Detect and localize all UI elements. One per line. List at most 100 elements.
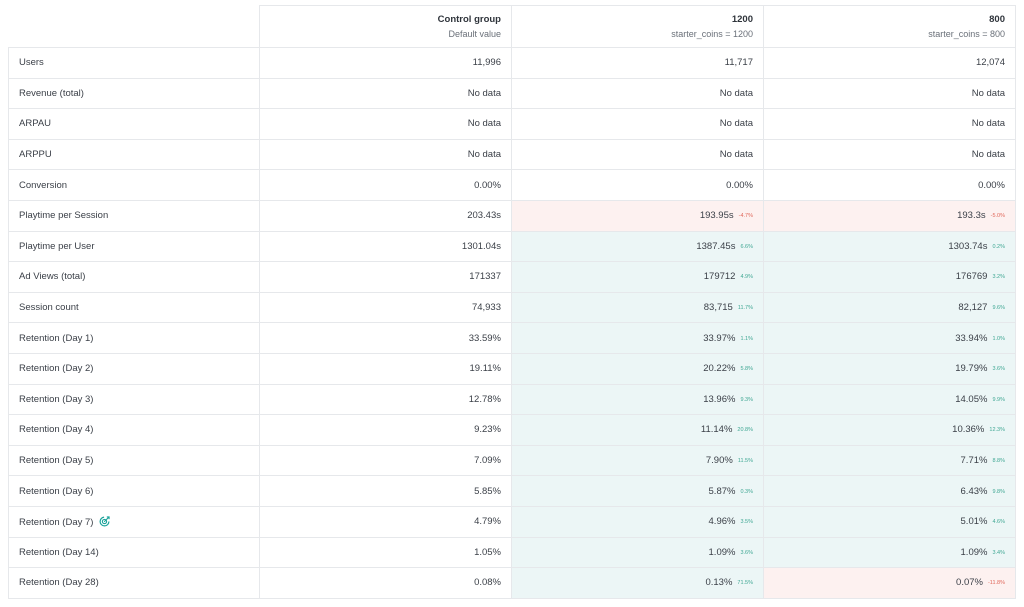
control-value: 33.59% [468, 332, 501, 344]
control-value: No data [467, 87, 501, 99]
control-value-cell: 0.08% [259, 567, 512, 599]
variant-1200-value: 33.97% [703, 332, 736, 344]
variant-800-value-cell: 33.94% 1.0% [763, 322, 1016, 354]
variant-800-value-cell: 0.00% [763, 169, 1016, 201]
metric-label: ARPAU [19, 118, 52, 130]
variant-1200-value: 1387.45s [696, 240, 736, 252]
variant-800-value: No data [971, 118, 1005, 130]
metric-label: Retention (Day 7) [19, 516, 94, 528]
variant-1200-delta: 71.5% [737, 580, 753, 587]
variant-1200-value: 11,717 [724, 57, 753, 69]
variant-1200-value-cell: 1387.45s 6.6% [511, 230, 764, 263]
variant-800-value: 1.09% [960, 546, 988, 558]
variant-1200-value-cell: No data [511, 138, 764, 171]
variant-800-value: 6.43% [960, 485, 988, 497]
metric-cell: Playtime per User [8, 230, 260, 263]
metric-cell: Session count [8, 291, 260, 324]
variant-800-value-cell: 10.36% 12.3% [763, 414, 1016, 446]
variant-800-value-cell: 7.71% 8.8% [763, 444, 1016, 477]
variant-1200-value-cell: 5.87% 0.3% [511, 475, 764, 507]
metric-label: Retention (Day 4) [19, 424, 94, 436]
metric-cell: ARPPU [8, 138, 260, 171]
metric-label: Retention (Day 3) [19, 393, 94, 405]
variant-1200-delta: 20.8% [737, 427, 753, 434]
variant-800-value-cell: No data [763, 77, 1016, 110]
variant-800-value-cell: 82,127 9.6% [763, 291, 1016, 324]
table-row[interactable]: Retention (Day 7) 4.79% 4.96% 3.5% 5.01% 4… [8, 505, 1016, 538]
control-value: 203.43s [467, 210, 501, 222]
variant-1200-value: 0.13% [705, 577, 733, 589]
column-header-variant-1200[interactable]: 1200 starter_coins = 1200 [511, 5, 764, 48]
control-value: 19.11% [469, 363, 501, 375]
control-value: 171337 [469, 271, 501, 283]
variant-800-value-cell: 19.79% 3.6% [763, 352, 1016, 385]
table-row[interactable]: Retention (Day 5) 7.09% 7.90% 11.5% 7.71%… [8, 444, 1016, 477]
control-value: 4.79% [474, 516, 501, 528]
metric-label: Retention (Day 1) [19, 332, 94, 344]
control-value-cell: 1.05% [259, 536, 512, 569]
variant-1200-value-cell: 1.09% 3.6% [511, 536, 764, 569]
metric-label: Retention (Day 14) [19, 546, 99, 558]
metric-cell: ARPAU [8, 108, 260, 140]
variant-1200-value-cell: 11.14% 20.8% [511, 414, 764, 446]
column-subtitle: starter_coins = 1200 [671, 28, 753, 39]
control-value-cell: 1301.04s [259, 230, 512, 263]
table-row[interactable]: Users 11,996 11,717 12,074 [8, 47, 1016, 79]
variant-1200-value-cell: 20.22% 5.8% [511, 352, 764, 385]
table-row[interactable]: ARPPU No data No data No data [8, 138, 1016, 171]
variant-800-value-cell: 176769 3.2% [763, 261, 1016, 293]
metric-label: Retention (Day 5) [19, 455, 94, 467]
metric-cell: Retention (Day 1) [8, 322, 260, 354]
table-row[interactable]: Retention (Day 14) 1.05% 1.09% 3.6% 1.09%… [8, 536, 1016, 569]
table-row[interactable]: Ad Views (total) 171337 179712 4.9% 17676… [8, 261, 1016, 293]
table-row[interactable]: Retention (Day 28) 0.08% 0.13% 71.5% 0.07… [8, 567, 1016, 599]
variant-1200-value-cell: No data [511, 77, 764, 110]
header-blank-cell [8, 5, 260, 48]
control-value-cell: 0.00% [259, 169, 512, 201]
table-row[interactable]: Conversion 0.00% 0.00% 0.00% [8, 169, 1016, 201]
table-row[interactable]: Retention (Day 2) 19.11% 20.22% 5.8% 19.7… [8, 352, 1016, 385]
table-row[interactable]: Retention (Day 6) 5.85% 5.87% 0.3% 6.43% 9… [8, 475, 1016, 507]
control-value: No data [467, 149, 501, 161]
control-value: No data [467, 118, 501, 130]
metric-label: Retention (Day 28) [19, 577, 99, 589]
metric-cell: Retention (Day 6) [8, 475, 260, 507]
table-row[interactable]: Retention (Day 1) 33.59% 33.97% 1.1% 33.9… [8, 322, 1016, 354]
variant-800-value: 0.00% [978, 179, 1005, 191]
control-value-cell: 7.09% [259, 444, 512, 477]
variant-1200-value: 1.09% [708, 546, 736, 558]
variant-800-value: 12,074 [975, 57, 1005, 69]
variant-1200-delta: 3.5% [740, 519, 753, 526]
table-row[interactable]: Retention (Day 3) 12.78% 13.96% 9.3% 14.0… [8, 383, 1016, 416]
variant-800-value: 5.01% [960, 516, 988, 528]
metric-label: Users [19, 57, 44, 69]
metric-cell: Retention (Day 28) [8, 567, 260, 599]
variant-1200-value-cell: 4.96% 3.5% [511, 505, 764, 538]
variant-800-value: No data [971, 149, 1005, 161]
table-row[interactable]: Retention (Day 4) 9.23% 11.14% 20.8% 10.3… [8, 414, 1016, 446]
variant-800-value: 176769 [955, 271, 988, 283]
table-row[interactable]: Session count 74,933 83,715 11.7% 82,127 9… [8, 291, 1016, 324]
variant-800-value: 33.94% [955, 332, 988, 344]
table-row[interactable]: Revenue (total) No data No data No data [8, 77, 1016, 110]
variant-1200-value-cell: 33.97% 1.1% [511, 322, 764, 354]
metric-label: Session count [19, 302, 79, 314]
control-value-cell: 5.85% [259, 475, 512, 507]
variant-800-delta: 9.8% [992, 488, 1005, 495]
table-row[interactable]: Playtime per User 1301.04s 1387.45s 6.6% … [8, 230, 1016, 263]
variant-1200-delta: 0.3% [740, 488, 753, 495]
variant-1200-value: 11.14% [700, 424, 733, 436]
variant-800-value-cell: 193.3s -5.0% [763, 199, 1016, 232]
table-row[interactable]: Playtime per Session 203.43s 193.95s -4.7… [8, 199, 1016, 232]
ab-test-results-table: Control group Default value 1200 starter… [8, 5, 1016, 599]
variant-1200-value: 4.96% [708, 516, 736, 528]
column-subtitle: starter_coins = 800 [928, 28, 1005, 39]
control-value: 11,996 [472, 57, 501, 69]
metric-cell: Users [8, 47, 260, 79]
variant-1200-value-cell: No data [511, 108, 764, 140]
table-row[interactable]: ARPAU No data No data No data [8, 108, 1016, 140]
variant-1200-value: No data [719, 149, 753, 161]
variant-800-value: 14.05% [955, 393, 988, 405]
column-header-control[interactable]: Control group Default value [259, 5, 512, 48]
column-header-variant-800[interactable]: 800 starter_coins = 800 [763, 5, 1016, 48]
